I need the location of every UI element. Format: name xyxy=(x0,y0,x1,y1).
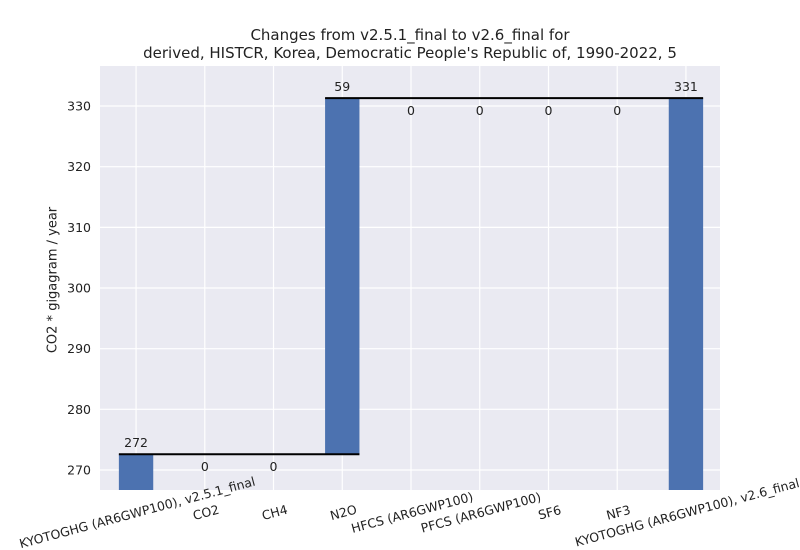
x-tick-label: CO2 xyxy=(191,502,221,523)
bar-data-label: 0 xyxy=(407,103,415,118)
y-tick-label: 290 xyxy=(67,341,91,356)
bar-data-label: 272 xyxy=(124,435,148,450)
y-tick-label: 320 xyxy=(67,159,91,174)
x-tick-label: N2O xyxy=(328,502,358,524)
bar-data-label: 0 xyxy=(613,103,621,118)
bar xyxy=(118,454,154,490)
bar-data-label: 0 xyxy=(544,103,552,118)
bar xyxy=(325,98,360,455)
x-tick-label: CH4 xyxy=(260,502,289,523)
chart-title-line-1: Changes from v2.5.1_final to v2.6_final … xyxy=(250,26,570,44)
y-tick-label: 300 xyxy=(67,281,91,296)
y-tick-label: 310 xyxy=(67,220,91,235)
bar-data-label: 0 xyxy=(476,103,484,118)
bar-data-label: 59 xyxy=(334,79,350,94)
plot-area xyxy=(100,66,720,490)
y-tick-label: 330 xyxy=(67,99,91,114)
y-tick-label: 270 xyxy=(67,462,91,477)
bar xyxy=(668,98,704,491)
bar-data-label: 331 xyxy=(674,79,698,94)
y-tick-label: 280 xyxy=(67,402,91,417)
x-tick-label: SF6 xyxy=(537,502,563,522)
x-tick-label: NF3 xyxy=(605,502,633,523)
bar-data-label: 0 xyxy=(201,459,209,474)
bar-data-label: 0 xyxy=(270,459,278,474)
chart-title-line-2: derived, HISTCR, Korea, Democratic Peopl… xyxy=(143,44,677,62)
